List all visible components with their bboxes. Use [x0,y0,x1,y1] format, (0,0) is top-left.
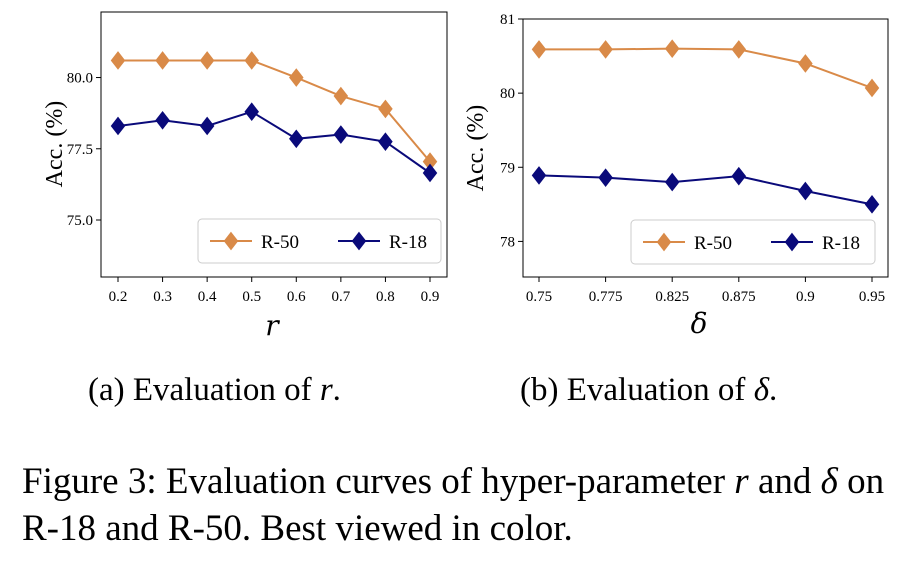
data-point-r-50 [864,78,880,98]
data-point-r-18 [664,172,680,192]
legend-marker-r-50 [656,232,672,252]
x-tick-label: 0.775 [589,289,623,305]
series-line-r-50 [539,47,873,89]
data-point-r-50 [664,39,680,58]
data-point-r-50 [531,40,547,59]
legend-label-r-50: R-50 [694,233,732,254]
y-tick-label: 77.5 [67,142,93,158]
subcaption-b: (b) Evaluation of δ. [520,372,777,409]
data-point-r-18 [598,168,613,187]
x-tick-label: 0.75 [526,289,552,305]
series-line-r-18 [538,174,873,206]
data-point-r-50 [155,51,170,70]
x-tick-label: 0.4 [198,289,217,305]
subcaption-b-variable: δ [753,372,770,408]
subcaption-a: (a) Evaluation of r. [88,372,341,409]
series-line-r-18 [117,110,431,174]
x-tick-label: 0.9 [796,289,815,305]
data-point-r-18 [110,116,126,136]
y-axis-label: Acc. (%) [42,101,68,188]
axes-frame [522,18,889,278]
subcaption-a-variable: r [319,372,333,408]
data-point-r-18 [378,132,393,151]
figure-caption-part2: and [748,461,821,502]
y-tick-label: 80.0 [67,71,93,87]
legend-label-r-18: R-18 [389,232,427,253]
y-tick-label: 79 [500,160,515,176]
y-axis-label: Acc. (%) [463,105,489,192]
data-point-r-50 [110,51,126,70]
data-point-r-50 [731,40,747,59]
y-tick-label: 81 [500,12,515,28]
legend-box [197,218,442,264]
x-tick-label: 0.2 [109,289,128,305]
y-tick-label: 75.0 [67,213,93,229]
data-point-r-18 [199,116,215,136]
figure-caption: Figure 3: Evaluation curves of hyper-par… [22,458,912,552]
legend-label-r-18: R-18 [822,233,860,254]
data-point-r-18 [798,181,813,201]
legend-marker-r-18 [784,232,800,252]
x-tick-label: 0.9 [421,289,440,305]
data-point-r-18 [289,129,304,149]
data-point-r-50 [289,68,304,87]
legend-box [630,219,876,265]
subcaption-b-suffix: . [769,372,778,408]
x-tick-label: 0.7 [331,289,350,305]
figure-caption-var-r: r [734,461,749,502]
subcaption-a-suffix: . [332,372,341,408]
data-point-r-18 [531,166,547,185]
x-tick-label: 0.8 [376,289,395,305]
x-axis-label: r [265,309,280,342]
plot-area: 0.75 0.775 0.825 0.875 0.9 0.95 78 79 80 81 Acc. (… [463,12,889,340]
x-tick-label: 0.3 [153,289,172,305]
legend-marker-r-18 [351,231,367,251]
y-tick-label: 78 [500,234,515,250]
data-point-r-50 [598,40,613,59]
chart-evaluation-r: 0.2 0.3 0.4 0.5 0.6 0.7 0.8 0.9 75.0 77.5 80.0 Acc.… [42,11,448,342]
data-point-r-18 [731,166,747,186]
data-point-r-50 [333,86,349,106]
figure-caption-part3: on R-18 and R-50. Best viewed in color. [22,461,885,549]
axes-frame [100,11,448,278]
subcaption-a-prefix: (a) Evaluation of [88,372,320,408]
x-tick-label: 0.6 [287,289,306,305]
chart-evaluation-delta: 0.75 0.775 0.825 0.875 0.9 0.95 78 79 80 81 Acc. (… [463,12,889,340]
legend-label-r-50: R-50 [261,232,299,253]
series-line-r-50 [118,59,431,163]
data-point-r-50 [378,99,393,119]
figure-caption-var-delta: δ [820,461,838,502]
x-tick-label: 0.825 [655,289,689,305]
figure-caption-part1: Figure 3: Evaluation curves of hyper-par… [22,461,735,502]
x-tick-label: 0.95 [859,289,885,305]
data-point-r-50 [244,51,259,70]
data-point-r-18 [422,163,438,183]
x-tick-label: 0.5 [242,289,261,305]
x-tick-label: 0.875 [722,289,756,305]
subcaption-b-prefix: (b) Evaluation of [520,372,754,408]
data-point-r-50 [199,51,215,70]
legend-marker-r-50 [223,231,239,251]
data-point-r-18 [333,125,349,144]
data-point-r-18 [155,110,170,130]
y-tick-label: 80 [500,86,515,102]
x-axis-label: δ [691,307,708,340]
data-point-r-18 [864,195,880,214]
plot-area: 0.2 0.3 0.4 0.5 0.6 0.7 0.8 0.9 75.0 77.5 80.0 Acc.… [42,11,448,342]
data-point-r-18 [244,102,259,122]
data-point-r-50 [798,54,813,73]
